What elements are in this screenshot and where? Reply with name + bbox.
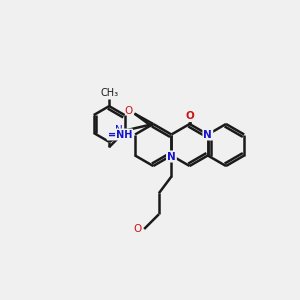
Text: N: N — [115, 125, 123, 135]
Text: O: O — [185, 111, 194, 121]
Text: CH₃: CH₃ — [100, 88, 118, 98]
Text: O: O — [133, 224, 141, 234]
Text: N: N — [203, 130, 212, 140]
Text: =NH: =NH — [108, 130, 132, 140]
Text: N: N — [167, 152, 176, 161]
Text: O: O — [124, 106, 133, 116]
Text: H: H — [116, 130, 123, 140]
